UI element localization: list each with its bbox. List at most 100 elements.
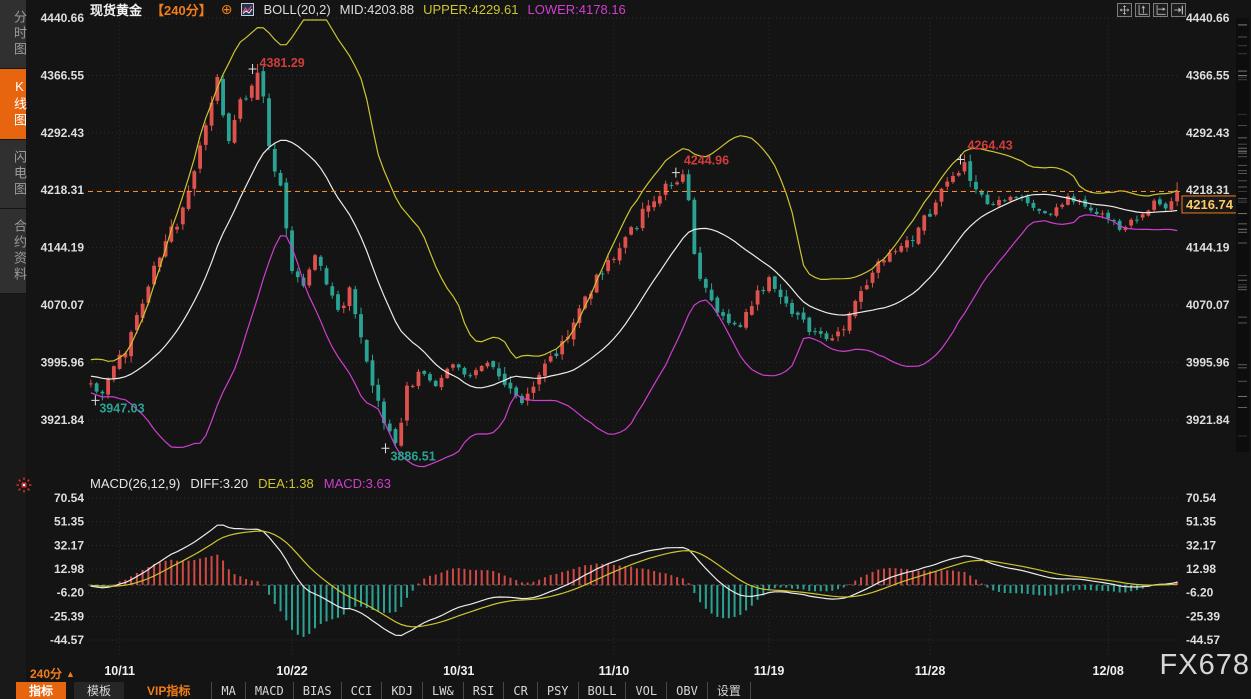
x-axis-date-label: 10/11 xyxy=(104,664,135,678)
macd-macd-value: MACD:3.63 xyxy=(323,476,391,491)
period-selector[interactable]: 240分 ▲ xyxy=(30,665,75,682)
extreme-marker-icon xyxy=(671,167,680,178)
macd-tick-label-right: -25.39 xyxy=(1186,609,1220,623)
fx678-watermark: FX678 xyxy=(1159,649,1250,681)
x-axis-date-label: 12/08 xyxy=(1093,664,1124,678)
toolbar-button-4[interactable]: MA xyxy=(211,682,244,699)
indicator-toolbar: 指标 模板 VIP指标 MA MACD BIAS CCI KDJ LW& RSI CR PSY BOLL… xyxy=(16,682,751,699)
boll-upper-line xyxy=(90,19,1178,362)
grid xyxy=(88,17,1180,658)
boll-params-label: BOLL(20,2) xyxy=(263,2,331,17)
boll-mid-line xyxy=(90,139,1178,389)
sidebar-tab-time-chart[interactable]: 分时图 xyxy=(0,0,27,69)
alert-sun-icon[interactable] xyxy=(16,477,32,498)
toolbar-button-7[interactable]: CCI xyxy=(340,682,382,699)
extreme-marker-icon xyxy=(381,443,390,454)
macd-tick-label-left: -25.39 xyxy=(50,609,84,623)
macd-diff-line xyxy=(90,524,1178,637)
toolbar-button-16[interactable]: 设置 xyxy=(706,682,751,699)
toolbar-button-10[interactable]: RSI xyxy=(462,682,504,699)
toolbar-button-2[interactable]: 模板 xyxy=(74,682,125,699)
extreme-marker-icon xyxy=(91,395,100,406)
y-axis-tick-label-left: 4218.31 xyxy=(41,183,85,197)
extreme-value-label: 3947.03 xyxy=(99,401,144,415)
y-axis-tick-label-right: 4070.07 xyxy=(1186,298,1230,312)
macd-tick-label-right: -6.20 xyxy=(1186,586,1214,600)
toolbar-button-15[interactable]: OBV xyxy=(666,682,707,699)
toolbar-button-8[interactable]: KDJ xyxy=(381,682,422,699)
toolbar-button-3[interactable]: VIP指标 xyxy=(147,684,191,698)
candlestick-series xyxy=(88,63,1180,448)
sidebar-tab-kline-chart[interactable]: K线图 xyxy=(0,69,27,140)
macd-dea-line xyxy=(90,530,1178,628)
sidebar: 分时图 K线图 闪电图 合约资料 xyxy=(0,0,27,699)
macd-tick-label-right: 51.35 xyxy=(1186,515,1216,529)
date-axis-labels: 10/11 10/22 10/31 11/10 11/19 11/28 12/08 xyxy=(104,664,1124,678)
y-axis-tick-label-left: 4440.66 xyxy=(41,11,85,25)
period-indicator: 【240分】 xyxy=(151,3,212,18)
macd-tick-label-right: 32.17 xyxy=(1186,538,1216,552)
toolbar-button-9[interactable]: LW& xyxy=(422,682,463,699)
x-axis-date-label: 11/10 xyxy=(599,664,630,678)
period-label: 240分 xyxy=(30,667,63,681)
y-axis-tick-label-left: 4070.07 xyxy=(41,298,85,312)
boll-upper-value: UPPER:4229.61 xyxy=(423,2,519,17)
y-axis-tick-label-left: 4292.43 xyxy=(41,126,85,140)
y-axis-tick-label-right: 3921.84 xyxy=(1186,413,1230,427)
extreme-marker-icon xyxy=(248,63,257,74)
macd-histogram xyxy=(89,554,1179,637)
y-axis-tick-label-right: 4144.19 xyxy=(1186,241,1230,255)
y-axis-tick-label-left: 4144.19 xyxy=(41,241,85,255)
y-axis-tick-label-right: 4292.43 xyxy=(1186,126,1230,140)
last-price-label: 4216.74 xyxy=(1186,197,1234,212)
macd-tick-label-right: 12.98 xyxy=(1186,562,1216,576)
toolbar-button-13[interactable]: BOLL xyxy=(577,682,626,699)
extreme-value-label: 4381.29 xyxy=(260,56,305,70)
toolbar-button-6[interactable]: BIAS xyxy=(292,682,341,699)
x-axis-date-label: 10/31 xyxy=(443,664,474,678)
y-axis-tick-label-left: 4366.55 xyxy=(41,68,85,82)
toolbar-button-11[interactable]: CR xyxy=(503,682,536,699)
y-axis-tick-label-right: 4218.31 xyxy=(1186,183,1230,197)
macd-tick-label-left: -6.20 xyxy=(57,586,85,600)
mini-chart-icon[interactable] xyxy=(241,3,255,16)
x-axis-date-label: 11/28 xyxy=(915,664,946,678)
jump-to-latest-icon[interactable] xyxy=(1171,3,1186,17)
macd-params-label: MACD(26,12,9) xyxy=(90,476,181,491)
price-axis-labels: 4440.66 4440.66 4366.55 4366.55 4292.43 4292.… xyxy=(41,11,1230,647)
chart-tool-icons xyxy=(1117,3,1186,17)
sidebar-tab-contract-info[interactable]: 合约资料 xyxy=(0,209,27,294)
macd-tick-label-right: 70.54 xyxy=(1186,491,1216,505)
toolbar-button-12[interactable]: PSY xyxy=(536,682,578,699)
extreme-marker-icon xyxy=(956,154,965,165)
macd-tick-label-left: 51.35 xyxy=(54,515,84,529)
boll-lower-line xyxy=(90,214,1178,468)
y-axis-tick-label-right: 4440.66 xyxy=(1186,11,1230,25)
macd-tick-label-left: 32.17 xyxy=(54,538,84,552)
sidebar-tab-lightning-chart[interactable]: 闪电图 xyxy=(0,140,27,209)
scale-vertical-axis-icon[interactable] xyxy=(1135,3,1150,17)
y-axis-tick-label-left: 3921.84 xyxy=(41,413,85,427)
move-chart-icon[interactable] xyxy=(1117,3,1132,17)
triangle-up-icon: ▲ xyxy=(66,668,75,679)
y-axis-tick-label-right: 3995.96 xyxy=(1186,355,1230,369)
extreme-value-label: 4244.96 xyxy=(684,154,729,168)
chart-header: 现货黄金 【240分】 ⊕ BOLL(20,2) MID:4203.88 UPP… xyxy=(90,1,626,18)
toolbar-button-14[interactable]: VOL xyxy=(625,682,666,699)
macd-diff-value: DIFF:3.20 xyxy=(190,476,249,491)
toolbar-button-1[interactable]: 指标 xyxy=(16,682,67,699)
right-scroll-strip[interactable] xyxy=(1236,18,1249,452)
circle-plus-icon[interactable]: ⊕ xyxy=(220,1,233,17)
x-axis-date-label: 10/22 xyxy=(276,664,307,678)
scale-horizontal-axis-icon[interactable] xyxy=(1153,3,1168,17)
toolbar-button-5[interactable]: MACD xyxy=(244,682,293,699)
macd-dea-value: DEA:1.38 xyxy=(258,476,314,491)
extreme-value-label: 4264.43 xyxy=(967,139,1012,153)
boll-mid-value: MID:4203.88 xyxy=(339,2,415,17)
extreme-value-label: 3886.51 xyxy=(390,449,435,463)
y-axis-tick-label-right: 4366.55 xyxy=(1186,68,1230,82)
boll-lower-value: LOWER:4178.16 xyxy=(527,2,626,17)
macd-tick-label-right: -44.57 xyxy=(1186,633,1220,647)
